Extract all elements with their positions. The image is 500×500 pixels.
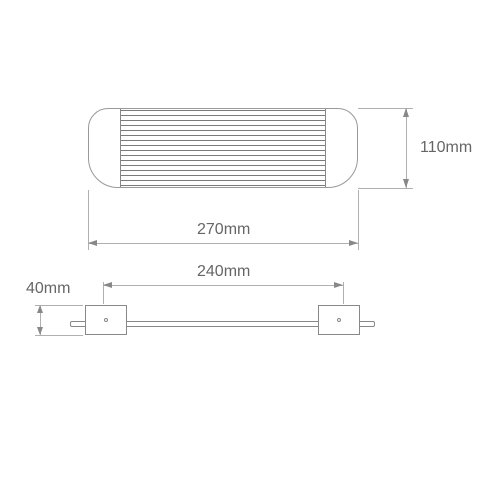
dim-40-ext-bottom <box>35 335 83 336</box>
arrow-down-icon <box>37 327 43 335</box>
front-view <box>88 108 358 188</box>
arrow-right-icon <box>349 240 358 246</box>
grille <box>120 110 326 186</box>
dim-110-ext-bottom <box>358 188 413 189</box>
arrow-left-icon <box>103 282 112 288</box>
mounting-bracket-left <box>85 305 127 335</box>
grille-separator-left <box>120 109 121 187</box>
screw-hole-icon <box>104 318 108 322</box>
rail-body <box>127 321 318 327</box>
arrow-up-icon <box>403 108 409 117</box>
screw-hole-icon <box>337 318 341 322</box>
top-view <box>70 305 375 350</box>
dim-240-label: 240mm <box>197 263 250 281</box>
arrow-up-icon <box>37 305 43 313</box>
dim-110-line <box>406 108 407 188</box>
mounting-bracket-right <box>318 305 360 335</box>
arrow-left-icon <box>88 240 97 246</box>
arrow-down-icon <box>403 179 409 188</box>
rail-end-right <box>359 321 375 327</box>
grille-lines <box>120 110 326 186</box>
dim-40-label: 40mm <box>26 280 70 298</box>
dim-270-label: 270mm <box>197 221 250 239</box>
dim-270-ext-right <box>358 190 359 250</box>
rail-end-left <box>70 321 86 327</box>
dim-110-label: 110mm <box>420 139 472 157</box>
grille-separator-right <box>325 109 326 187</box>
dim-40-line <box>40 305 41 335</box>
dim-240-ext-right <box>343 282 344 304</box>
arrow-right-icon <box>334 282 343 288</box>
